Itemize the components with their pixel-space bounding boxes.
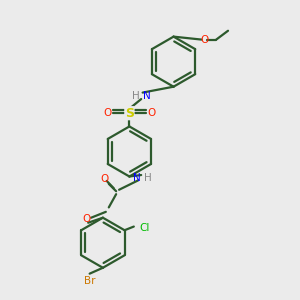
Text: H: H <box>144 173 152 183</box>
Text: O: O <box>100 174 109 184</box>
Text: N: N <box>142 91 150 100</box>
Text: O: O <box>147 108 156 118</box>
Text: O: O <box>82 214 91 224</box>
Text: S: S <box>125 107 134 120</box>
Text: Br: Br <box>84 276 95 286</box>
Text: N: N <box>134 173 141 183</box>
Text: O: O <box>200 34 208 45</box>
Text: Cl: Cl <box>140 223 150 233</box>
Text: H: H <box>132 91 140 100</box>
Text: O: O <box>103 108 111 118</box>
